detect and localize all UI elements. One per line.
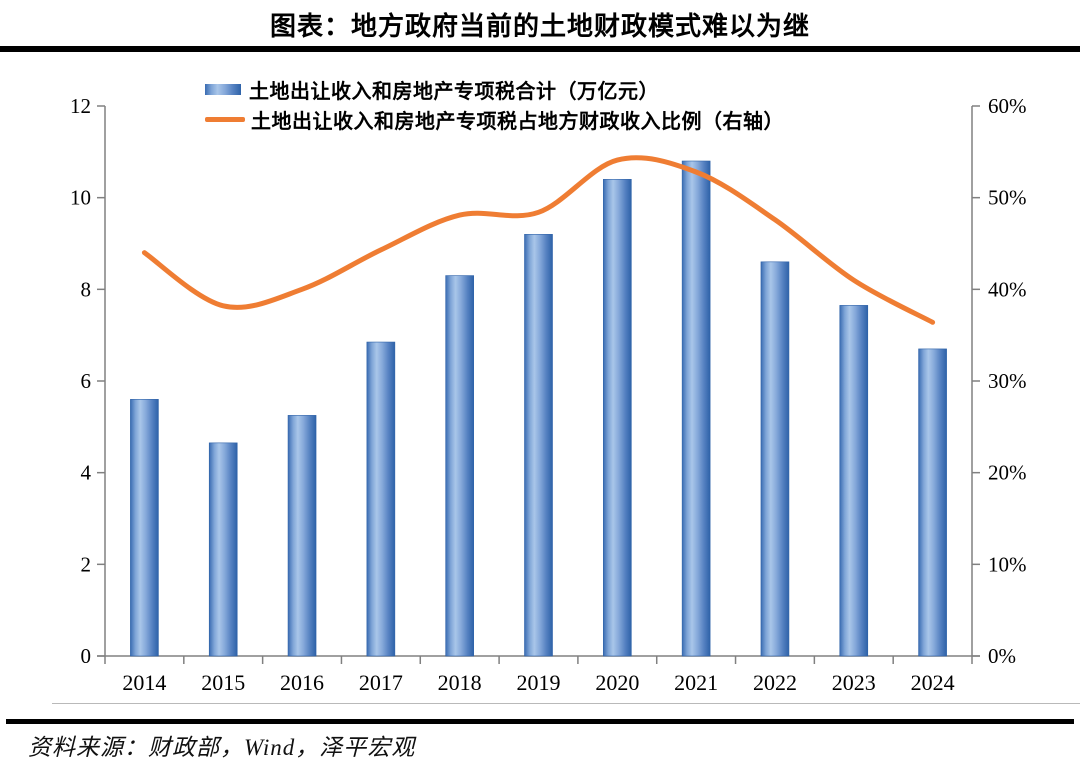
right-axis-tick-label: 30% <box>988 369 1027 393</box>
x-axis-category-label: 2016 <box>280 670 324 695</box>
bar-2019 <box>524 234 553 657</box>
x-axis-category-label: 2021 <box>674 670 718 695</box>
ratio-line <box>141 155 936 325</box>
right-axis-tick-label: 60% <box>988 94 1027 118</box>
line-series <box>141 155 936 325</box>
x-axis-category-label: 2015 <box>201 670 245 695</box>
x-axis-category-label: 2020 <box>595 670 639 695</box>
legend-item-bar: 土地出让收入和房地产专项税合计（万亿元） <box>205 74 784 104</box>
x-axis-category-label: 2018 <box>438 670 482 695</box>
x-axis-category-label: 2017 <box>359 670 403 695</box>
left-axis-tick-label: 4 <box>81 461 92 485</box>
top-divider-rule <box>0 46 1080 52</box>
legend-label-bar: 土地出让收入和房地产专项税合计（万亿元） <box>249 80 659 103</box>
right-axis-tick-label: 40% <box>988 277 1027 301</box>
bar-2020 <box>603 179 632 657</box>
x-axis-category-label: 2023 <box>832 670 876 695</box>
right-axis-tick-label: 0% <box>988 644 1016 668</box>
left-axis-tick-label: 0 <box>81 644 92 668</box>
chart-frame-border <box>52 703 1080 704</box>
chart-title: 图表：地方政府当前的土地财政模式难以为继 <box>269 12 810 41</box>
legend: 土地出让收入和房地产专项税合计（万亿元） 土地出让收入和房地产专项税占地方财政收… <box>205 74 784 134</box>
legend-label-line: 土地出让收入和房地产专项税占地方财政收入比例（右轴） <box>251 110 784 133</box>
bar-2024 <box>918 348 947 657</box>
bar-2023 <box>839 305 869 657</box>
x-axis-category-label: 2019 <box>517 670 561 695</box>
bottom-divider-rule <box>6 719 1074 724</box>
x-axis-category-label: 2024 <box>911 670 955 695</box>
left-axis-tick-label: 6 <box>81 369 92 393</box>
axis-labels: 0 2 4 6 8 10 12 0% 10% 20% 30% 40% 50% 60% 2014 2015 201… <box>70 94 1027 695</box>
bar-2022 <box>760 261 790 657</box>
bar-2021 <box>681 160 711 657</box>
x-axis-category-label: 2022 <box>753 670 797 695</box>
line-series-swatch-icon <box>205 116 245 122</box>
right-axis-tick-label: 50% <box>988 186 1027 210</box>
bar-2014 <box>130 399 159 657</box>
left-axis-tick-label: 2 <box>81 552 92 576</box>
x-axis-category-label: 2014 <box>122 670 166 695</box>
bar-2018 <box>445 275 474 657</box>
bar-series <box>130 160 947 657</box>
bar-series-swatch-icon <box>205 83 241 95</box>
right-axis-tick-label: 20% <box>988 461 1027 485</box>
left-axis-tick-label: 10 <box>70 186 91 210</box>
legend-item-line: 土地出让收入和房地产专项税占地方财政收入比例（右轴） <box>205 104 784 134</box>
bar-2015 <box>208 442 238 657</box>
left-axis-tick-label: 12 <box>70 94 91 118</box>
right-axis-tick-label: 10% <box>988 552 1027 576</box>
bar-2016 <box>287 415 317 657</box>
left-axis-tick-label: 8 <box>81 277 92 301</box>
source-attribution: 资料来源：财政部，Wind，泽平宏观 <box>28 735 416 760</box>
bar-2017 <box>366 341 396 657</box>
